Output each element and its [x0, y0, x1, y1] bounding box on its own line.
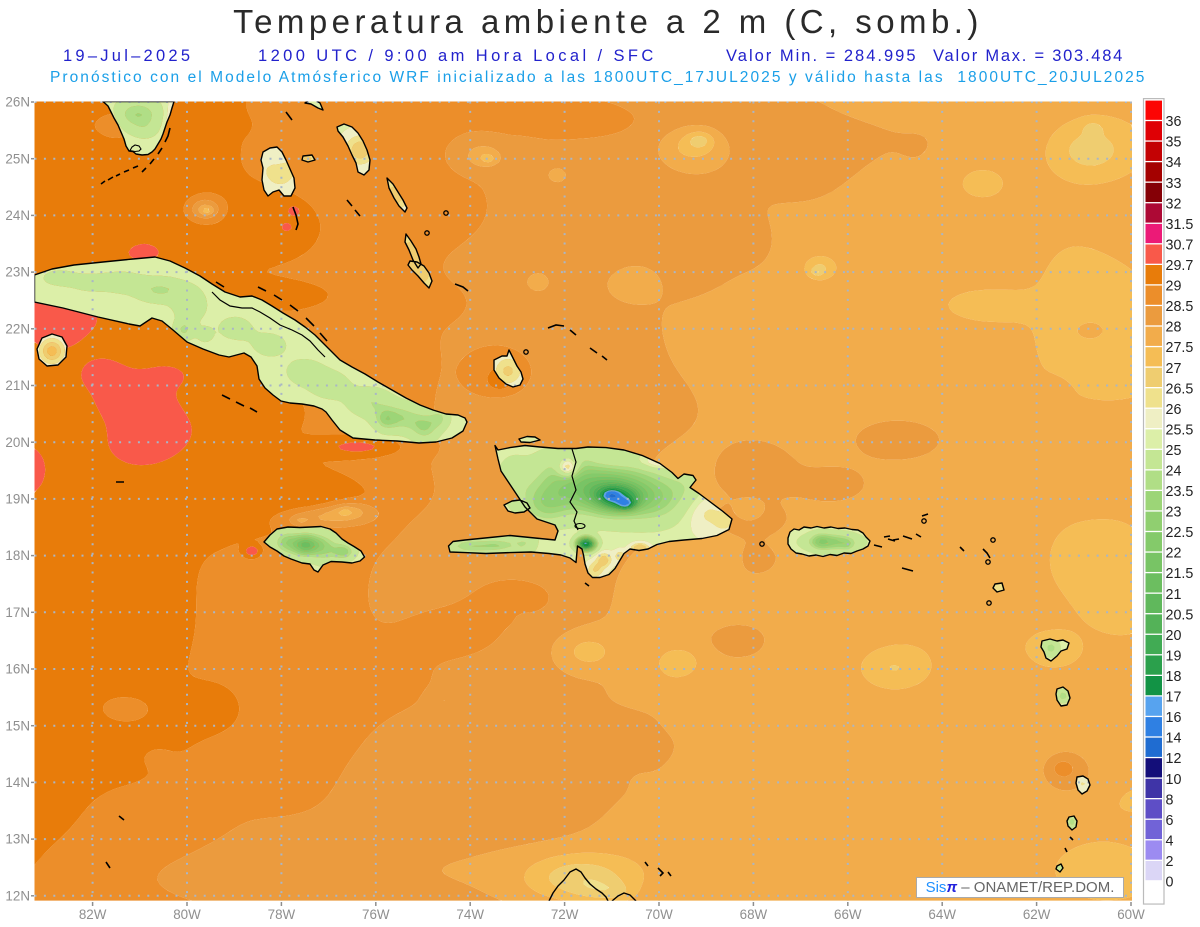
svg-text:66W: 66W	[834, 907, 862, 922]
svg-text:35: 35	[1166, 135, 1182, 151]
svg-text:62W: 62W	[1023, 907, 1051, 922]
svg-text:24N: 24N	[5, 208, 30, 223]
svg-text:60W: 60W	[1117, 907, 1145, 922]
svg-text:18: 18	[1166, 669, 1182, 685]
svg-text:78W: 78W	[268, 907, 296, 922]
svg-text:27.5: 27.5	[1166, 340, 1194, 356]
svg-text:6: 6	[1166, 813, 1174, 829]
svg-text:14: 14	[1166, 731, 1182, 747]
svg-text:26N: 26N	[5, 95, 30, 110]
svg-text:32: 32	[1166, 196, 1182, 212]
svg-text:23N: 23N	[5, 265, 30, 280]
svg-text:29.7: 29.7	[1166, 258, 1194, 274]
svg-text:22: 22	[1166, 546, 1182, 562]
svg-text:68W: 68W	[740, 907, 768, 922]
svg-text:34: 34	[1166, 155, 1182, 171]
svg-text:25N: 25N	[5, 151, 30, 166]
svg-text:20.5: 20.5	[1166, 607, 1194, 623]
svg-text:17N: 17N	[5, 605, 30, 620]
svg-text:21: 21	[1166, 587, 1182, 603]
svg-text:28: 28	[1166, 320, 1182, 336]
svg-text:21N: 21N	[5, 378, 30, 393]
svg-text:74W: 74W	[456, 907, 484, 922]
svg-text:25: 25	[1166, 443, 1182, 459]
svg-text:19: 19	[1166, 649, 1182, 665]
svg-text:13N: 13N	[5, 832, 30, 847]
svg-text:22.5: 22.5	[1166, 525, 1194, 541]
svg-text:80W: 80W	[173, 907, 201, 922]
svg-text:26: 26	[1166, 402, 1182, 418]
svg-text:25.5: 25.5	[1166, 422, 1194, 438]
svg-text:31.5: 31.5	[1166, 217, 1194, 233]
svg-text:76W: 76W	[362, 907, 390, 922]
svg-text:27: 27	[1166, 361, 1182, 377]
svg-text:4: 4	[1166, 833, 1174, 849]
svg-text:12: 12	[1166, 751, 1182, 767]
svg-text:20: 20	[1166, 628, 1182, 644]
svg-text:14N: 14N	[5, 775, 30, 790]
svg-text:29: 29	[1166, 279, 1182, 295]
svg-text:10: 10	[1166, 772, 1182, 788]
svg-text:24: 24	[1166, 464, 1182, 480]
svg-text:8: 8	[1166, 792, 1174, 808]
svg-text:82W: 82W	[79, 907, 107, 922]
svg-text:21.5: 21.5	[1166, 566, 1194, 582]
svg-text:15N: 15N	[5, 718, 30, 733]
svg-text:72W: 72W	[551, 907, 579, 922]
svg-text:23.5: 23.5	[1166, 484, 1194, 500]
svg-text:12N: 12N	[5, 888, 30, 903]
svg-text:64W: 64W	[928, 907, 956, 922]
svg-text:0: 0	[1166, 875, 1174, 891]
svg-text:18N: 18N	[5, 548, 30, 563]
svg-text:22N: 22N	[5, 321, 30, 336]
svg-text:36: 36	[1166, 114, 1182, 130]
svg-text:16: 16	[1166, 710, 1182, 726]
svg-text:19N: 19N	[5, 492, 30, 507]
svg-text:17: 17	[1166, 690, 1182, 706]
svg-text:16N: 16N	[5, 662, 30, 677]
svg-text:28.5: 28.5	[1166, 299, 1194, 315]
svg-text:26.5: 26.5	[1166, 381, 1194, 397]
svg-text:2: 2	[1166, 854, 1174, 870]
svg-text:70W: 70W	[645, 907, 673, 922]
svg-text:23: 23	[1166, 505, 1182, 521]
svg-text:30.7: 30.7	[1166, 237, 1194, 253]
svg-text:20N: 20N	[5, 435, 30, 450]
svg-text:33: 33	[1166, 176, 1182, 192]
